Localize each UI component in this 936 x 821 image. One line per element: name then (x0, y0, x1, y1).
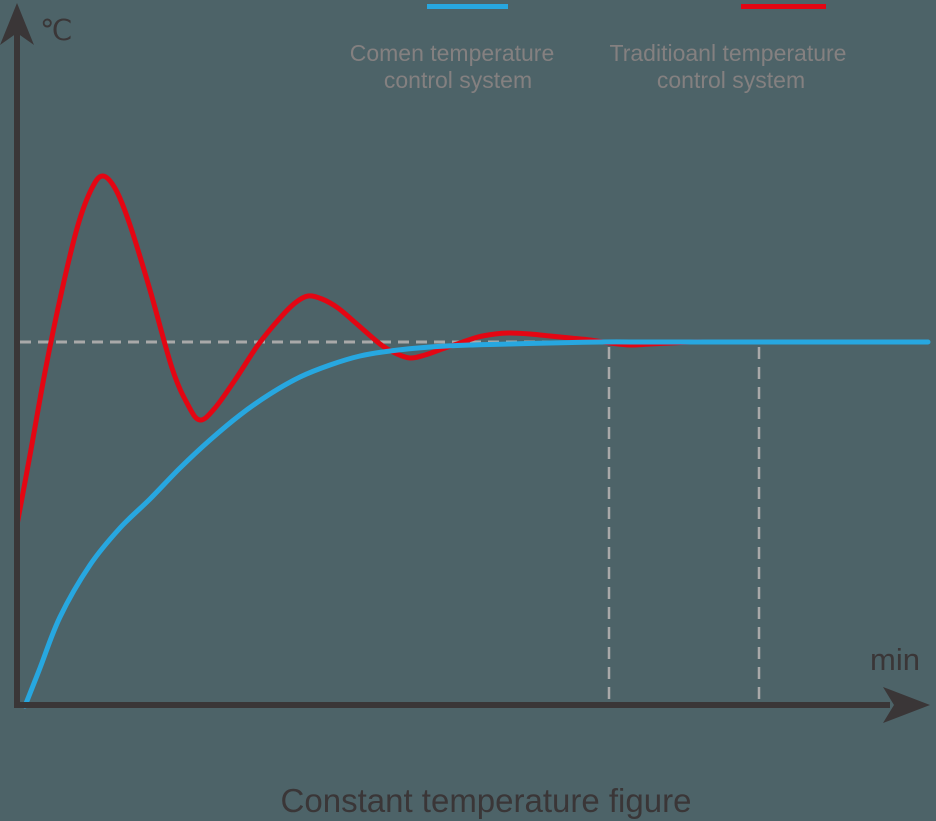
legend: Comen temperature control system Traditi… (350, 4, 847, 93)
x-axis-label: min (870, 642, 920, 677)
legend-label-traditional-line1: Traditioanl temperature (610, 40, 847, 66)
legend-swatch-comen-icon (427, 4, 508, 9)
legend-label-comen-line2: control system (384, 67, 532, 93)
x-axis-line (14, 702, 890, 708)
x-axis-arrow-icon (883, 687, 930, 723)
legend-label-traditional-line2: control system (657, 67, 805, 93)
chart-title: Constant temperature figure (281, 782, 692, 819)
legend-label-comen-line1: Comen temperature (350, 40, 555, 66)
legend-swatch-traditional-icon (741, 4, 826, 9)
y-axis-arrow-icon (0, 3, 34, 45)
y-axis-line (14, 30, 20, 708)
comen-curve (22, 339, 931, 709)
axes: ℃ min (0, 3, 930, 723)
y-axis-label: ℃ (40, 15, 73, 47)
